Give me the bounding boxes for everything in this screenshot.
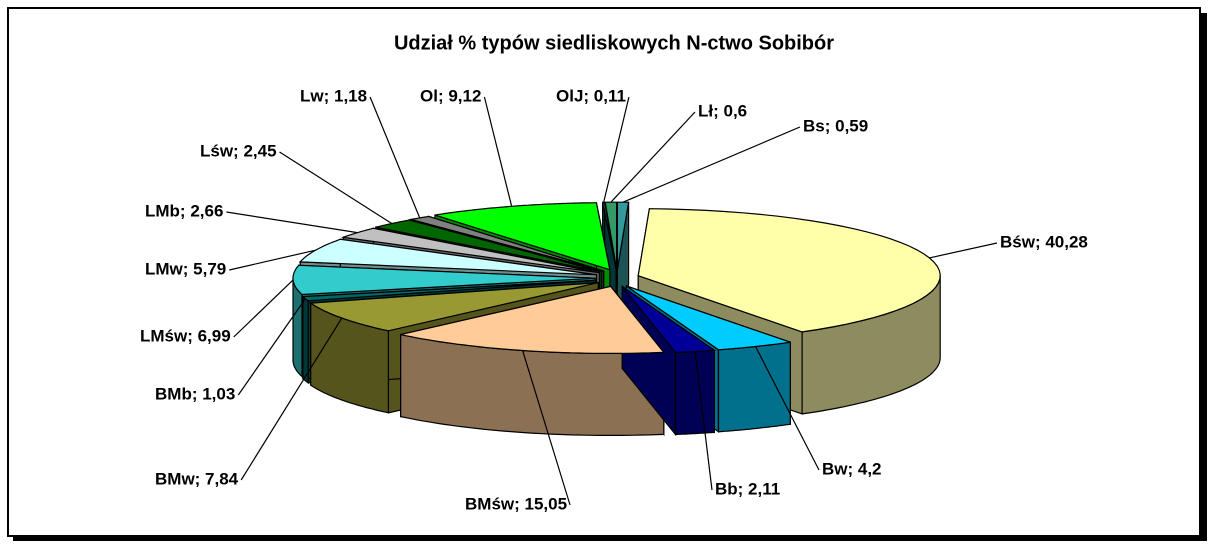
slice-side (717, 341, 791, 433)
data-label: LMb; 2,66 (145, 201, 223, 220)
data-label: Lw; 1,18 (300, 86, 367, 105)
leader-line (694, 351, 713, 491)
leader-line (610, 111, 696, 203)
leader-line (240, 317, 343, 481)
slice-top (309, 282, 599, 332)
chart-title: Udział % typów siedliskowych N-ctwo Sobi… (394, 32, 834, 54)
data-label: Bb; 2,11 (715, 479, 780, 498)
data-label: OlJ; 0,11 (556, 86, 626, 105)
data-label: Lśw; 2,45 (200, 141, 277, 160)
leader-line (279, 151, 393, 225)
leader-line (369, 96, 421, 219)
leader-line (233, 279, 294, 338)
leader-line (603, 96, 630, 203)
leader-line (754, 346, 820, 471)
data-label: BMw; 7,84 (155, 469, 239, 488)
slice-top (292, 264, 596, 296)
leader-line (483, 96, 513, 207)
data-label: Ol; 9,12 (420, 86, 481, 105)
slice-side (302, 295, 309, 385)
slice-top (400, 285, 666, 354)
leader-line (929, 242, 998, 259)
leader-line (226, 211, 358, 234)
leader-line (622, 126, 801, 203)
data-label: LMśw; 6,99 (140, 326, 231, 345)
data-label: Bśw; 40,28 (1000, 232, 1088, 251)
leader-line (229, 249, 316, 271)
data-label: BMśw; 15,05 (465, 494, 567, 513)
data-label: BMb; 1,03 (155, 384, 235, 403)
data-label: LMw; 5,79 (145, 259, 226, 278)
slice-top (601, 201, 617, 270)
data-label: Bw; 4,2 (822, 459, 882, 478)
slice-top (626, 285, 791, 351)
slice-top (637, 208, 941, 333)
data-label: Lł; 0,6 (698, 101, 747, 120)
slice-top (408, 215, 604, 272)
data-label: Bs; 0,59 (803, 116, 868, 135)
leader-line (522, 350, 571, 506)
leader-line (237, 298, 306, 396)
slice-side (674, 349, 715, 436)
